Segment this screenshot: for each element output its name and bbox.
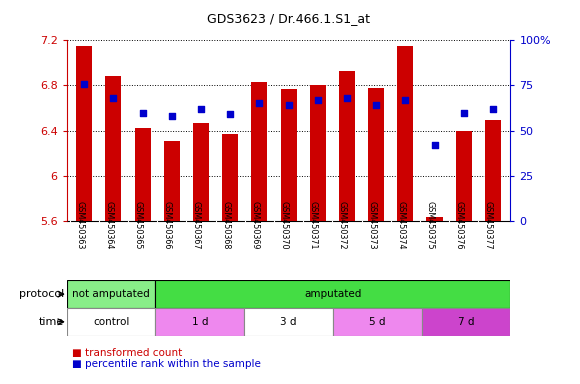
Bar — [193, 122, 209, 221]
Point — [138, 109, 147, 116]
Text: GSM450370: GSM450370 — [280, 201, 288, 250]
Text: GSM450376: GSM450376 — [455, 201, 463, 250]
Point — [109, 95, 118, 101]
Bar — [244, 308, 333, 336]
Bar — [135, 128, 151, 221]
Bar — [155, 280, 510, 308]
Bar — [281, 89, 296, 221]
Bar — [339, 71, 355, 221]
Point — [255, 101, 264, 107]
Point — [430, 142, 439, 148]
Text: 1 d: 1 d — [191, 317, 208, 327]
Bar — [426, 217, 443, 221]
Text: GSM450374: GSM450374 — [396, 201, 405, 250]
Point — [284, 102, 293, 108]
Text: GDS3623 / Dr.466.1.S1_at: GDS3623 / Dr.466.1.S1_at — [207, 12, 370, 25]
Point — [167, 113, 176, 119]
Bar — [333, 308, 422, 336]
Text: GSM450367: GSM450367 — [192, 201, 201, 250]
Text: GSM450365: GSM450365 — [133, 201, 143, 250]
Point — [313, 97, 322, 103]
Bar — [251, 82, 267, 221]
Text: GSM450371: GSM450371 — [309, 201, 318, 250]
Text: GSM450364: GSM450364 — [104, 201, 114, 250]
Text: not amputated: not amputated — [72, 289, 150, 299]
Text: GSM450372: GSM450372 — [338, 201, 347, 250]
Text: ■ percentile rank within the sample: ■ percentile rank within the sample — [72, 359, 262, 369]
Bar — [456, 131, 472, 221]
Text: 5 d: 5 d — [369, 317, 386, 327]
Point — [401, 97, 410, 103]
Bar — [67, 280, 155, 308]
Point — [459, 109, 468, 116]
Bar — [397, 46, 414, 221]
Point — [226, 111, 235, 118]
Text: GSM450368: GSM450368 — [221, 201, 230, 250]
Text: ■ transformed count: ■ transformed count — [72, 348, 183, 358]
Text: GSM450373: GSM450373 — [367, 201, 376, 250]
Bar — [155, 308, 244, 336]
Point — [488, 106, 498, 112]
Bar — [164, 141, 180, 221]
Point — [342, 95, 351, 101]
Text: protocol: protocol — [19, 289, 64, 299]
Text: GSM450377: GSM450377 — [484, 201, 493, 250]
Point — [371, 102, 380, 108]
Text: GSM450375: GSM450375 — [426, 201, 434, 250]
Point — [197, 106, 206, 112]
Text: time: time — [38, 317, 64, 327]
Text: GSM450366: GSM450366 — [163, 201, 172, 250]
Bar — [422, 308, 510, 336]
Text: control: control — [93, 317, 129, 327]
Bar — [76, 46, 92, 221]
Text: 7 d: 7 d — [458, 317, 474, 327]
Bar — [67, 308, 155, 336]
Bar — [368, 88, 384, 221]
Text: amputated: amputated — [304, 289, 361, 299]
Text: GSM450363: GSM450363 — [75, 201, 84, 250]
Text: 3 d: 3 d — [280, 317, 297, 327]
Point — [79, 81, 89, 87]
Text: GSM450369: GSM450369 — [251, 201, 259, 250]
Bar — [485, 121, 501, 221]
Bar — [222, 134, 238, 221]
Bar — [310, 86, 326, 221]
Bar — [106, 76, 121, 221]
